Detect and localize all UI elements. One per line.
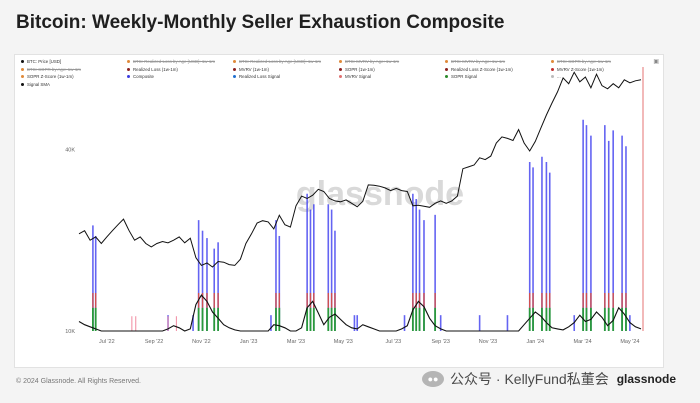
legend-swatch-icon	[445, 75, 448, 79]
legend-label: BTC: SOPR by Age: 1w-1m	[27, 66, 81, 72]
legend-label: SOPR Z-Score (1w-1m)	[27, 74, 74, 79]
legend-item[interactable]: Composite	[127, 74, 154, 80]
legend-swatch-icon	[551, 75, 554, 79]
signal-sma-line	[78, 294, 642, 332]
legend-item[interactable]: Signal SMA	[21, 82, 50, 88]
legend-swatch-icon	[233, 67, 236, 71]
x-tick-label: Nov '23	[479, 339, 497, 345]
x-tick-label: Mar '24	[573, 339, 591, 345]
x-tick-label: Jan '24	[526, 339, 544, 345]
page-title: Bitcoin: Weekly-Monthly Seller Exhaustio…	[16, 12, 505, 33]
y-left-tick-label: 40K	[65, 147, 75, 153]
wechat-icon: ●●	[422, 371, 444, 387]
legend-label: Realized Loss (1w-1m)	[133, 66, 178, 72]
legend-label: Realized Loss Z-Score (1w-1m)	[451, 66, 513, 72]
legend-swatch-icon	[21, 67, 24, 71]
x-tick-label: May '24	[620, 339, 639, 345]
legend-item[interactable]: SOPR (1w-1m)	[339, 67, 375, 73]
legend-label: BTC: Realized Loss by Age [USD]: 1w-1m	[239, 59, 321, 64]
legend-label: MVRV Z-Score (1w-1m)	[557, 66, 604, 72]
legend-label: SOPR Signal	[451, 74, 477, 79]
legend-swatch-icon	[339, 60, 342, 64]
legend-swatch-icon	[21, 75, 24, 79]
legend-swatch-icon	[127, 67, 130, 71]
legend-item[interactable]: MVRV Z-Score (1w-1m)	[551, 67, 604, 73]
legend-label: BTC: Realized Loss by Age [USD]: 1w-1m	[133, 59, 215, 64]
chart-toolbar: ▣	[649, 58, 659, 65]
legend-swatch-icon	[127, 75, 130, 79]
legend-item[interactable]: Realized Loss Signal	[233, 74, 280, 80]
legend-label: MVRV Signal	[345, 74, 372, 79]
legend-swatch-icon	[127, 60, 130, 64]
legend-item[interactable]: Realized Loss Z-Score (1w-1m)	[445, 67, 513, 73]
legend-item[interactable]: SOPR Z-Score (1w-1m)	[21, 74, 74, 80]
footer-branding: ●● 公众号 · KellyFund私董会 glassnode	[422, 368, 676, 390]
legend-label: BTC: SOPR by Age: 1w-1m	[557, 59, 611, 64]
legend-swatch-icon	[551, 60, 554, 64]
legend-item[interactable]: BTC: Realized Loss by Age [USD]: 1w-1m	[233, 59, 321, 65]
legend-swatch-icon	[21, 82, 24, 86]
legend-label: Composite	[133, 74, 154, 79]
legend-label: BTC: Price [USD]	[27, 59, 62, 64]
price-line	[78, 71, 642, 268]
legend-item[interactable]: BTC: Price [USD]	[21, 59, 61, 65]
y-left-tick-label: 10K	[65, 329, 75, 335]
legend-label: ...	[557, 74, 561, 79]
legend-item[interactable]: ...	[551, 74, 561, 80]
legend-item[interactable]: MVRV (1w-1m)	[233, 67, 269, 73]
legend-swatch-icon	[445, 60, 448, 64]
legend-item[interactable]: Realized Loss (1w-1m)	[127, 67, 178, 73]
x-tick-label: Sep '22	[145, 339, 163, 345]
legend-swatch-icon	[339, 75, 342, 79]
legend-label: BTC: MVRV by Age: 1w-1m	[345, 59, 400, 64]
camera-icon[interactable]: ▣	[653, 59, 659, 65]
legend-swatch-icon	[339, 67, 342, 71]
legend-item[interactable]: MVRV Signal	[339, 74, 371, 80]
legend-item[interactable]: BTC: MVRV by Age: 1w-1m	[339, 59, 399, 65]
legend-label: SOPR (1w-1m)	[345, 66, 375, 72]
legend-label: Realized Loss Signal	[239, 74, 281, 79]
legend-swatch-icon	[445, 67, 448, 71]
x-tick-label: Sep '23	[431, 339, 449, 345]
x-tick-label: Jul '23	[386, 339, 402, 345]
legend-item[interactable]: BTC: Realized Loss by Age [USD]: 1w-1m	[127, 59, 215, 65]
legend-swatch-icon	[233, 75, 236, 79]
legend-item[interactable]: SOPR Signal	[445, 74, 477, 80]
x-tick-label: Jul '22	[99, 339, 115, 345]
chart-card: BTC: Price [USD] BTC: Realized Loss by Ag…	[14, 54, 664, 368]
x-tick-label: Nov '22	[192, 339, 210, 345]
x-tick-label: Jan '23	[240, 339, 258, 345]
copyright-text: © 2024 Glassnode. All Rights Reserved.	[16, 378, 142, 385]
legend-swatch-icon	[233, 60, 236, 64]
wechat-account-label: 公众号 · KellyFund私董会	[450, 371, 609, 387]
legend-label: Signal SMA	[27, 81, 50, 87]
brand-logo: glassnode	[616, 372, 677, 386]
chart-legend: BTC: Price [USD] BTC: Realized Loss by Ag…	[15, 55, 663, 95]
x-tick-label: Mar '23	[287, 339, 305, 345]
legend-item[interactable]: BTC: MVRV by Age: 1w-1m	[445, 59, 505, 65]
legend-swatch-icon	[21, 60, 24, 64]
legend-label: BTC: MVRV by Age: 1w-1m	[451, 59, 506, 64]
legend-label: MVRV (1w-1m)	[239, 66, 269, 72]
legend-item[interactable]: BTC: SOPR by Age: 1w-1m	[551, 59, 611, 65]
x-tick-label: May '23	[334, 339, 353, 345]
legend-item[interactable]: BTC: SOPR by Age: 1w-1m	[21, 67, 81, 73]
watermark-text: glassnode	[296, 175, 464, 213]
legend-swatch-icon	[551, 67, 554, 71]
